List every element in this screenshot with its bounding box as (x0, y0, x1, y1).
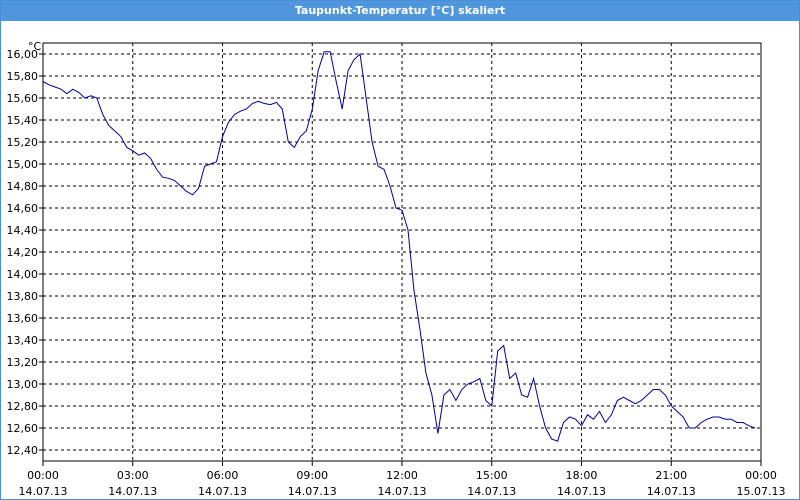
y-tick-label: 15,00 (7, 158, 39, 171)
x-tick-date-label: 14.07.13 (557, 485, 606, 498)
y-tick-label: 15,20 (7, 136, 39, 149)
x-tick-time-label: 12:00 (386, 469, 418, 482)
x-tick-time-label: 03:00 (117, 469, 149, 482)
y-tick-label: 14,60 (7, 202, 39, 215)
y-tick-label: 14,80 (7, 180, 39, 193)
x-axis-ticks: 00:00 14.07.13 03:00 14.07.13 06:00 14.07.13 0… (19, 461, 786, 498)
y-tick-label: 16,00 (7, 48, 39, 61)
y-tick-label: 13,40 (7, 334, 39, 347)
y-tick-label: 15,40 (7, 114, 39, 127)
x-tick-time-label: 00:00 (745, 469, 777, 482)
x-tick-time-label: 09:00 (296, 469, 328, 482)
y-tick-label: 14,20 (7, 246, 39, 259)
window-title: Taupunkt-Temperatur [°C] skaliert (1, 1, 799, 21)
x-tick-time-label: 15:00 (476, 469, 508, 482)
y-tick-label: 15,80 (7, 70, 39, 83)
y-tick-label: 13,60 (7, 312, 39, 325)
y-tick-label: 14,40 (7, 224, 39, 237)
y-tick-label: 12,40 (7, 444, 39, 457)
y-tick-label: 12,80 (7, 400, 39, 413)
x-tick-date-label: 14.07.13 (467, 485, 516, 498)
y-axis-ticks: 16,00 15,80 15,60 15,40 15,20 15,00 14,80 14,60… (7, 48, 43, 457)
x-tick-date-label: 14.07.13 (647, 485, 696, 498)
x-tick-date-label: 14.07.13 (378, 485, 427, 498)
x-tick-date-label: 14.07.13 (288, 485, 337, 498)
grid (43, 43, 761, 461)
y-tick-label: 12,60 (7, 422, 39, 435)
dewpoint-chart: °C 16,00 15,80 15,60 15,40 15,20 15,00 14,80 14… (7, 40, 786, 498)
y-axis-unit-label: °C (28, 40, 42, 53)
x-tick-time-label: 18:00 (566, 469, 598, 482)
y-tick-label: 13,00 (7, 378, 39, 391)
x-tick-time-label: 21:00 (655, 469, 687, 482)
x-tick-time-label: 00:00 (27, 469, 59, 482)
x-tick-date-label: 14.07.13 (108, 485, 157, 498)
y-tick-label: 14,00 (7, 268, 39, 281)
x-tick-date-label: 14.07.13 (198, 485, 247, 498)
x-tick-time-label: 06:00 (207, 469, 239, 482)
dewpoint-series-line (42, 51, 756, 442)
x-tick-date-label: 14.07.13 (19, 485, 68, 498)
y-tick-label: 15,60 (7, 92, 39, 105)
y-tick-label: 13,20 (7, 356, 39, 369)
y-tick-label: 13,80 (7, 290, 39, 303)
x-tick-date-label: 15.07.13 (737, 485, 786, 498)
